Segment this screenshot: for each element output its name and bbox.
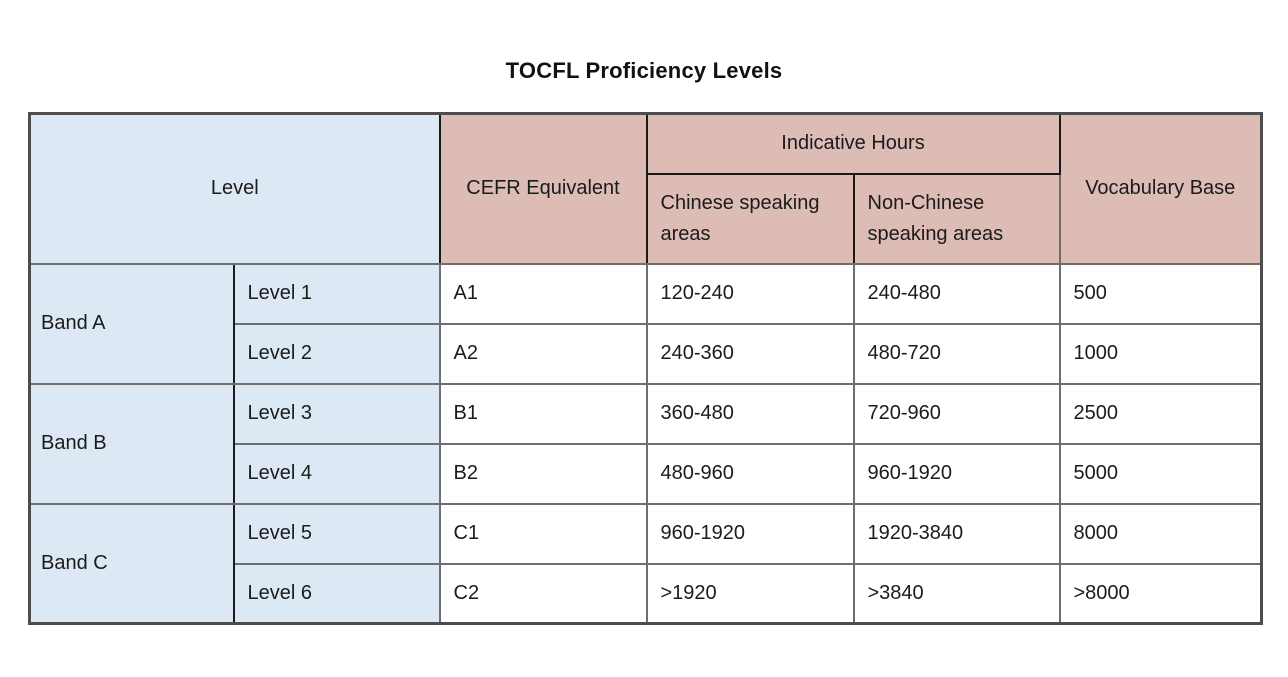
table-row: Band A Level 1 A1 120-240 240-480 500 (28, 262, 1263, 385)
cell-cefr-row5: C1 (438, 502, 648, 565)
header-vocabulary-base: Vocabulary Base (1058, 112, 1263, 265)
table-row: Level 2 A2 240-360 480-720 1000 (30, 322, 1263, 385)
cell-vocab-row2: 1000 (1058, 322, 1263, 385)
cell-hours-non-chinese-row6: >3840 (852, 562, 1061, 625)
table-row: Band C Level 5 C1 960-1920 1920-3840 800… (28, 502, 1263, 625)
cell-level-1: Level 1 (232, 262, 441, 325)
chart-title: TOCFL Proficiency Levels (505, 58, 783, 83)
cell-hours-chinese-row2: 240-360 (645, 322, 855, 385)
cell-cefr-row2: A2 (438, 322, 648, 385)
cell-vocab-row1: 500 (1058, 262, 1263, 325)
table-row: Level 4 B2 480-960 960-1920 5000 (30, 442, 1263, 505)
cell-hours-non-chinese-row3: 720-960 (852, 382, 1061, 445)
cell-hours-non-chinese-row1: 240-480 (852, 262, 1061, 325)
cell-hours-chinese-row6: >1920 (645, 562, 855, 625)
cell-vocab-row3: 2500 (1058, 382, 1263, 445)
cell-vocab-row4: 5000 (1058, 442, 1263, 505)
header-indicative-hours: Indicative Hours (645, 112, 1061, 175)
cell-level-3: Level 3 (232, 382, 441, 445)
subheader-chinese-speaking-areas: Chinese speaking areas (645, 172, 855, 265)
cell-cefr-row1: A1 (438, 262, 648, 325)
table-row: Band B Level 3 B1 360-480 720-960 2500 (28, 382, 1263, 505)
cell-level-6: Level 6 (232, 562, 441, 625)
subheader-non-chinese-label: Non-Chinese speaking areas (867, 191, 1004, 245)
cell-cefr-row6: C2 (438, 562, 648, 625)
subheader-chinese-label: Chinese speaking areas (660, 191, 820, 245)
cell-hours-chinese-row3: 360-480 (645, 382, 855, 445)
cell-cefr-row4: B2 (438, 442, 648, 505)
cell-level-5: Level 5 (232, 502, 441, 565)
cell-vocab-row5: 8000 (1058, 502, 1263, 565)
cell-cefr-row3: B1 (438, 382, 648, 445)
table-row: Level 6 C2 >1920 >3840 >8000 (30, 562, 1263, 625)
cell-hours-non-chinese-row5: 1920-3840 (852, 502, 1061, 565)
cell-band-a: Band A (28, 262, 235, 385)
cell-hours-chinese-row4: 480-960 (645, 442, 855, 505)
cell-hours-non-chinese-row4: 960-1920 (852, 442, 1061, 505)
cell-band-b: Band B (28, 382, 235, 505)
header-cefr-equivalent: CEFR Equivalent (438, 112, 648, 265)
cell-hours-chinese-row5: 960-1920 (645, 502, 855, 565)
cell-level-2: Level 2 (232, 322, 441, 385)
cell-hours-non-chinese-row2: 480-720 (852, 322, 1061, 385)
header-level: Level (28, 112, 441, 265)
tocfl-proficiency-table: Level CEFR Equivalent Indicative Hours V… (28, 112, 1263, 625)
cell-vocab-row6: >8000 (1058, 562, 1263, 625)
subheader-non-chinese-speaking-areas: Non-Chinese speaking areas (852, 172, 1061, 265)
cell-hours-chinese-row1: 120-240 (645, 262, 855, 325)
cell-band-c: Band C (28, 502, 235, 625)
cell-level-4: Level 4 (232, 442, 441, 505)
